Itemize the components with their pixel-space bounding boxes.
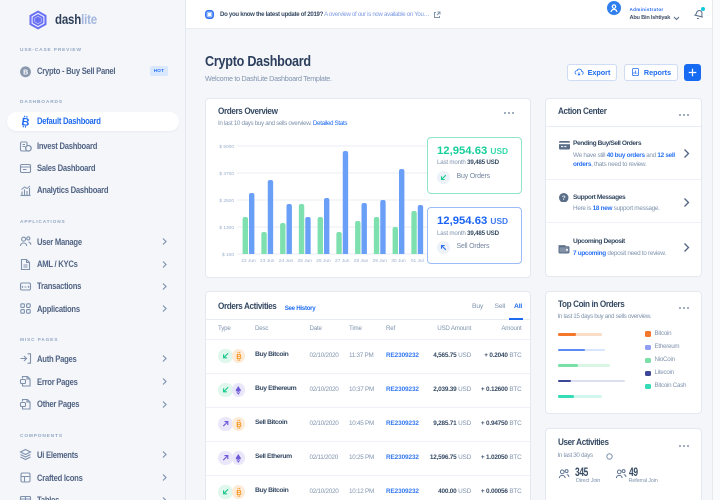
svg-text:B: B xyxy=(236,488,242,497)
svg-text:30 Jun: 30 Jun xyxy=(391,258,406,264)
svg-text:25 Jun: 25 Jun xyxy=(298,258,313,264)
svg-text:28 Jun: 28 Jun xyxy=(354,258,369,264)
svg-text:B: B xyxy=(21,116,31,128)
svg-text:27 Jun: 27 Jun xyxy=(335,258,350,264)
svg-text:$ 2500: $ 2500 xyxy=(219,198,234,204)
svg-text:$ 1300: $ 1300 xyxy=(219,225,234,231)
svg-text:$ 100: $ 100 xyxy=(222,252,234,258)
svg-text:29 Jun: 29 Jun xyxy=(373,258,388,264)
svg-text:$ 5000: $ 5000 xyxy=(219,144,234,150)
svg-text:B: B xyxy=(236,352,242,361)
svg-text:B: B xyxy=(236,420,242,429)
svg-text:24 Jun: 24 Jun xyxy=(279,258,294,264)
svg-text:23 Jun: 23 Jun xyxy=(260,258,275,264)
svg-text:B: B xyxy=(23,69,28,76)
svg-text:01 Jul: 01 Jul xyxy=(411,258,424,264)
svg-text:26 Jun: 26 Jun xyxy=(316,258,331,264)
svg-text:$ 3700: $ 3700 xyxy=(219,171,234,177)
svg-text:?: ? xyxy=(562,195,566,202)
svg-text:22 Jun: 22 Jun xyxy=(241,258,256,264)
